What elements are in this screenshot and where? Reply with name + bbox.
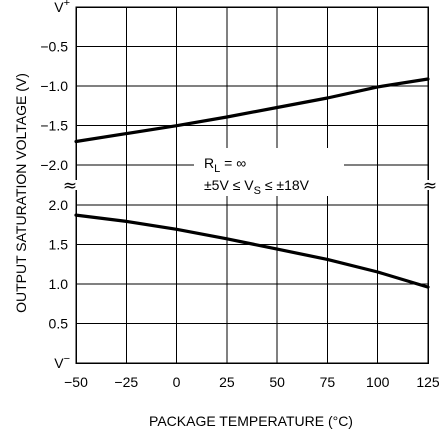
annotation-line-2-main: ±5V ≤ V — [204, 177, 254, 193]
x-tick-label: −25 — [114, 374, 138, 390]
axis-break-right: ≈ — [423, 176, 437, 196]
annotation-line-2: ±5V ≤ VS ≤ ±18V — [204, 177, 310, 197]
y-tick-label: V+ — [54, 0, 70, 15]
annotation-line-1: RL = ∞ — [204, 155, 246, 175]
annotation-line-2-rest: ≤ ±18V — [261, 177, 310, 193]
x-tick-label: 75 — [320, 374, 336, 390]
y-tick-label: 1.0 — [49, 276, 69, 292]
axis-breaks: ≈ ≈ — [63, 176, 437, 196]
y-tick-label: 0.5 — [49, 315, 69, 331]
break-gap-right — [426, 180, 430, 190]
y-tick-label: −0.5 — [40, 39, 68, 55]
y-tick-label: V− — [54, 353, 70, 371]
y-tick-label: −1.0 — [40, 78, 68, 94]
axis-break-left: ≈ — [63, 176, 77, 196]
annotation-line-1-sub: L — [214, 163, 220, 175]
y-tick-label: −2.0 — [40, 157, 68, 173]
x-tick-label: 25 — [219, 374, 235, 390]
x-tick-label: 0 — [173, 374, 181, 390]
x-tick-label: −50 — [64, 374, 88, 390]
break-gap-left — [74, 180, 78, 190]
series-line-upper — [74, 77, 430, 144]
annotation-mask — [194, 148, 344, 196]
x-tick-label: 125 — [416, 374, 439, 390]
annotation-line-1-main: R — [204, 155, 214, 171]
x-tick-label: 50 — [269, 374, 285, 390]
series-lines — [74, 77, 430, 289]
y-tick-label: 2.0 — [49, 197, 69, 213]
x-axis-title: PACKAGE TEMPERATURE (°C) — [149, 413, 353, 429]
annotation-line-1-rest: = ∞ — [220, 155, 246, 171]
annotation: RL = ∞ ±5V ≤ VS ≤ ±18V — [194, 148, 344, 197]
annotation-line-2-sub: S — [254, 185, 261, 197]
y-tick-label: 1.5 — [49, 236, 69, 252]
tick-labels: −50 −25 0 25 50 75 100 125 V+ −0.5 −1.0 −1.5 −2.0 2.0… — [40, 0, 439, 390]
series-line-lower — [74, 213, 430, 289]
y-axis-title: OUTPUT SATURATION VOLTAGE (V) — [13, 73, 29, 313]
x-tick-label: 100 — [366, 374, 390, 390]
y-tick-label: −1.5 — [40, 118, 68, 134]
